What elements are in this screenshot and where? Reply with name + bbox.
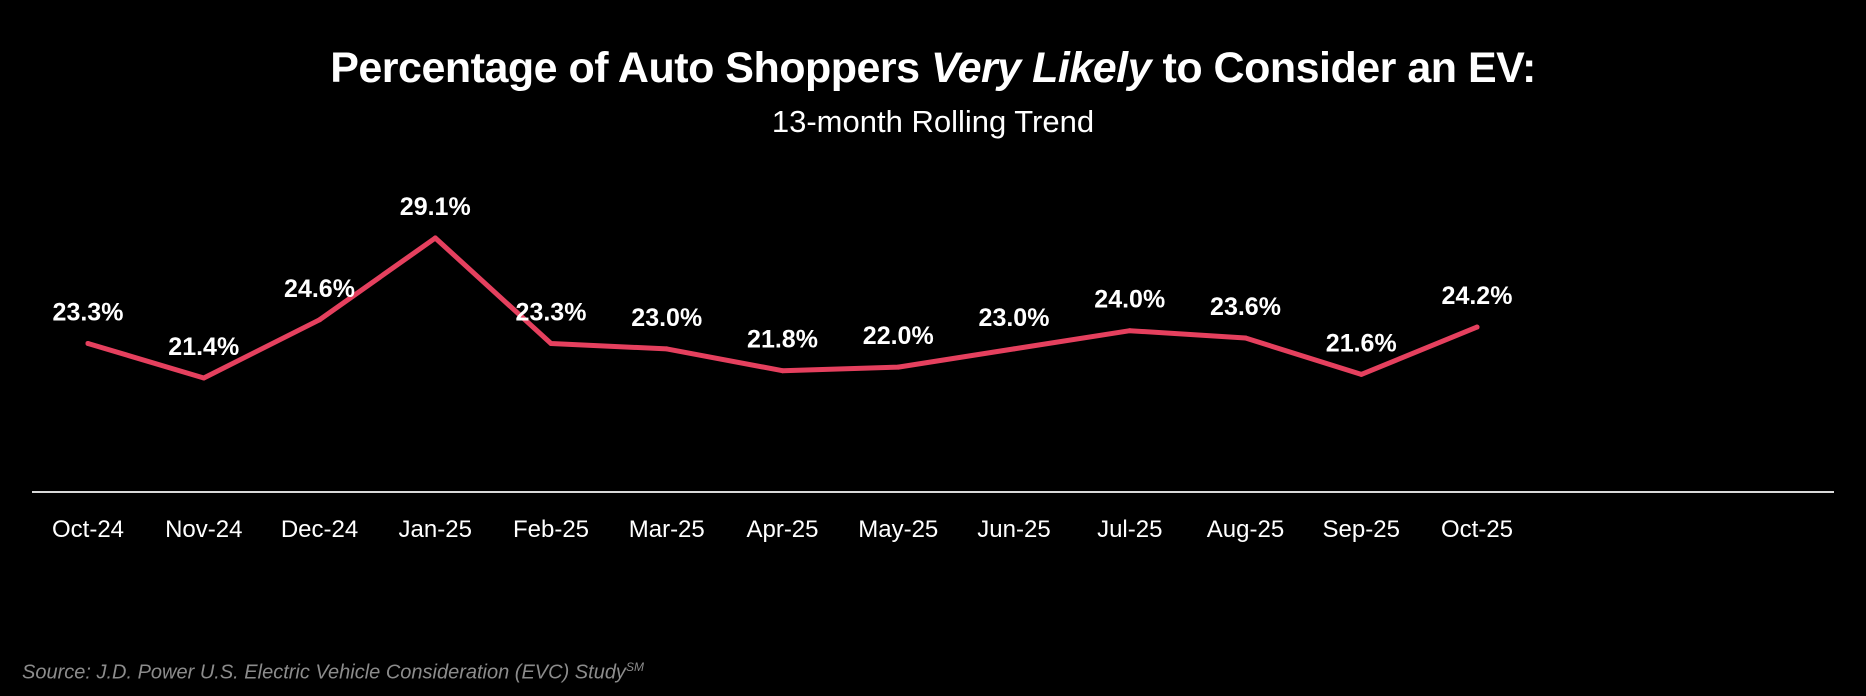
x-tick-label: May-25 xyxy=(858,516,938,543)
data-point xyxy=(85,340,91,346)
data-label: 24.2% xyxy=(1442,282,1513,310)
data-point xyxy=(1358,371,1364,377)
x-tick-label: Jul-25 xyxy=(1097,516,1162,543)
data-label: 24.0% xyxy=(1094,286,1165,314)
source-note: Source: J.D. Power U.S. Electric Vehicle… xyxy=(22,660,644,685)
x-tick-label: Oct-25 xyxy=(1441,516,1513,543)
source-superscript: SM xyxy=(625,660,644,674)
data-point xyxy=(1011,346,1017,352)
data-point xyxy=(1243,335,1248,341)
title-text-start: Percentage of Auto Shoppers xyxy=(330,44,932,92)
data-label: 23.6% xyxy=(1210,293,1281,321)
source-text: Source: J.D. Power U.S. Electric Vehicle… xyxy=(22,661,626,684)
x-tick-label: Jan-25 xyxy=(399,516,472,543)
data-point xyxy=(1474,324,1480,330)
title-text-end: to Consider an EV: xyxy=(1151,44,1536,92)
chart-subtitle: 13-month Rolling Trend xyxy=(771,104,1095,139)
data-label: 21.6% xyxy=(1326,329,1397,357)
x-tick-label: Jun-25 xyxy=(977,516,1050,543)
data-label: 22.0% xyxy=(863,322,934,350)
data-point xyxy=(548,340,554,346)
data-label: 29.1% xyxy=(400,193,471,221)
chart-title: Percentage of Auto Shoppers Very Likely … xyxy=(0,44,1866,93)
title-text-emphasis: Very Likely xyxy=(931,44,1152,92)
data-label: 21.4% xyxy=(168,333,239,361)
data-point xyxy=(895,364,901,370)
data-label: 24.6% xyxy=(284,275,355,303)
data-label: 21.8% xyxy=(747,326,818,354)
data-label: 23.0% xyxy=(631,304,702,332)
x-tick-label: Sep-25 xyxy=(1323,516,1400,543)
data-label: 23.3% xyxy=(53,298,124,326)
x-tick-label: Apr-25 xyxy=(746,516,818,543)
data-point xyxy=(317,317,322,323)
data-label: 23.0% xyxy=(979,304,1050,332)
x-tick-label: Oct-24 xyxy=(52,516,124,543)
x-tick-label: Aug-25 xyxy=(1207,516,1284,543)
data-point xyxy=(432,235,438,241)
data-point xyxy=(780,368,785,374)
data-point xyxy=(664,346,670,352)
x-tick-label: Feb-25 xyxy=(513,516,589,543)
data-point xyxy=(201,375,207,381)
x-tick-label: Mar-25 xyxy=(629,516,705,543)
data-point xyxy=(1127,328,1133,334)
x-tick-label: Nov-24 xyxy=(165,516,242,543)
data-label: 23.3% xyxy=(516,298,587,326)
x-tick-label: Dec-24 xyxy=(281,516,358,543)
